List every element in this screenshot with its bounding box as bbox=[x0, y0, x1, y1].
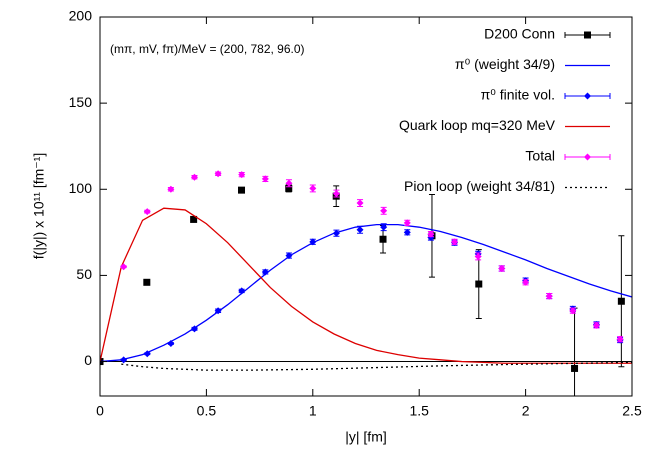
data-point bbox=[214, 170, 222, 178]
data-point bbox=[238, 186, 246, 194]
data-point bbox=[120, 263, 128, 271]
data-point bbox=[261, 268, 269, 276]
data-point bbox=[238, 287, 246, 295]
legend-marker bbox=[584, 92, 591, 100]
y-tick-label: 0 bbox=[84, 352, 92, 368]
data-point bbox=[143, 208, 151, 216]
data-point bbox=[403, 219, 411, 227]
data-point bbox=[427, 230, 435, 238]
data-point bbox=[190, 325, 198, 333]
legend-label: Pion loop (weight 34/81) bbox=[404, 178, 555, 194]
data-point bbox=[475, 280, 483, 288]
data-point bbox=[356, 199, 364, 207]
data-point bbox=[309, 184, 317, 192]
data-point bbox=[167, 339, 175, 347]
plot-area bbox=[100, 170, 632, 396]
data-point bbox=[143, 350, 151, 358]
data-point bbox=[616, 335, 624, 343]
y-tick-label: 100 bbox=[69, 180, 93, 196]
plot-frame bbox=[99, 16, 633, 397]
x-tick-label: 0 bbox=[96, 403, 104, 419]
legend-marker bbox=[584, 153, 591, 161]
data-point bbox=[285, 184, 293, 192]
x-tick-label: 1.5 bbox=[409, 403, 429, 419]
data-point bbox=[285, 179, 293, 187]
legend-label: π⁰ finite vol. bbox=[481, 87, 555, 103]
legend-label: π⁰ (weight 34/9) bbox=[455, 56, 555, 72]
x-tick-label: 1 bbox=[309, 403, 317, 419]
data-point bbox=[309, 238, 317, 246]
data-point bbox=[380, 207, 388, 215]
data-point bbox=[571, 364, 579, 372]
data-point bbox=[380, 223, 388, 231]
legend-marker bbox=[584, 31, 591, 39]
data-point bbox=[332, 190, 340, 198]
data-point bbox=[356, 226, 364, 234]
data-point bbox=[451, 238, 459, 246]
data-point bbox=[190, 215, 198, 223]
data-point bbox=[285, 252, 293, 260]
data-point bbox=[332, 229, 340, 237]
data-point bbox=[214, 307, 222, 315]
data-point bbox=[592, 321, 600, 329]
legend-label: D200 Conn bbox=[484, 26, 555, 42]
data-point bbox=[403, 228, 411, 236]
data-point bbox=[498, 265, 506, 273]
x-tick-label: 2 bbox=[522, 403, 530, 419]
y-tick-label: 50 bbox=[76, 266, 92, 282]
x-axis-label: |y| [fm] bbox=[345, 429, 387, 445]
data-point bbox=[545, 292, 553, 300]
data-point bbox=[120, 356, 128, 364]
y-tick-label: 200 bbox=[69, 8, 93, 24]
data-point bbox=[379, 235, 387, 243]
data-point bbox=[522, 278, 530, 286]
data-point bbox=[143, 278, 151, 286]
data-point bbox=[190, 173, 198, 181]
data-point bbox=[474, 252, 482, 260]
series-line bbox=[100, 207, 632, 364]
y-tick-label: 150 bbox=[69, 94, 93, 110]
legend-label: Total bbox=[525, 148, 555, 164]
legend-label: Quark loop mq=320 MeV bbox=[399, 117, 556, 133]
x-tick-label: 2.5 bbox=[622, 403, 642, 419]
series-line bbox=[100, 223, 632, 363]
data-point bbox=[569, 307, 577, 315]
data-point bbox=[167, 185, 175, 193]
y-axis-label: f(|y|) x 10¹¹ [fm⁻¹] bbox=[31, 153, 47, 259]
x-tick-label: 0.5 bbox=[197, 403, 217, 419]
data-point bbox=[617, 297, 625, 305]
data-point bbox=[238, 171, 246, 179]
annotation: (mπ, mV, fπ)/MeV = (200, 782, 96.0) bbox=[110, 42, 305, 56]
data-point bbox=[261, 175, 269, 183]
